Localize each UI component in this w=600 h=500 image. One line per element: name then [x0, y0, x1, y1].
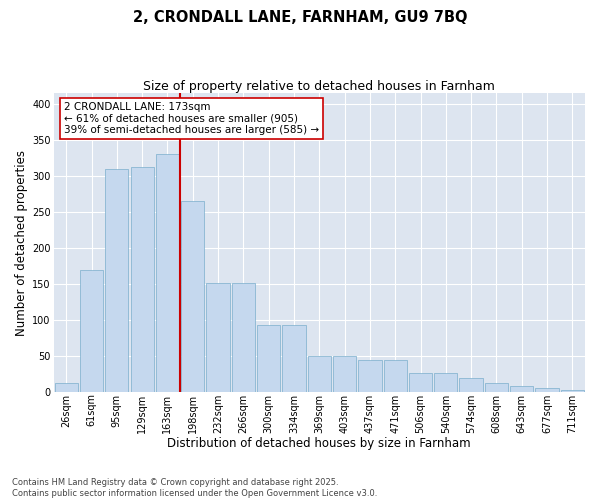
Title: Size of property relative to detached houses in Farnham: Size of property relative to detached ho…	[143, 80, 495, 93]
Y-axis label: Number of detached properties: Number of detached properties	[15, 150, 28, 336]
Bar	[55, 384, 78, 392]
Bar	[257, 325, 280, 392]
Bar	[156, 154, 179, 392]
Bar	[105, 168, 128, 392]
Text: 2, CRONDALL LANE, FARNHAM, GU9 7BQ: 2, CRONDALL LANE, FARNHAM, GU9 7BQ	[133, 10, 467, 25]
Bar	[232, 284, 255, 392]
Bar	[434, 372, 457, 392]
Bar	[131, 167, 154, 392]
X-axis label: Distribution of detached houses by size in Farnham: Distribution of detached houses by size …	[167, 437, 471, 450]
Bar	[358, 360, 382, 392]
Bar	[561, 390, 584, 392]
Bar	[181, 201, 205, 392]
Bar	[308, 356, 331, 392]
Bar	[383, 360, 407, 392]
Bar	[535, 388, 559, 392]
Bar	[333, 356, 356, 392]
Bar	[485, 384, 508, 392]
Bar	[510, 386, 533, 392]
Bar	[206, 282, 230, 392]
Text: Contains HM Land Registry data © Crown copyright and database right 2025.
Contai: Contains HM Land Registry data © Crown c…	[12, 478, 377, 498]
Text: 2 CRONDALL LANE: 173sqm
← 61% of detached houses are smaller (905)
39% of semi-d: 2 CRONDALL LANE: 173sqm ← 61% of detache…	[64, 102, 319, 135]
Bar	[460, 378, 483, 392]
Bar	[80, 270, 103, 392]
Bar	[283, 325, 305, 392]
Bar	[409, 372, 432, 392]
